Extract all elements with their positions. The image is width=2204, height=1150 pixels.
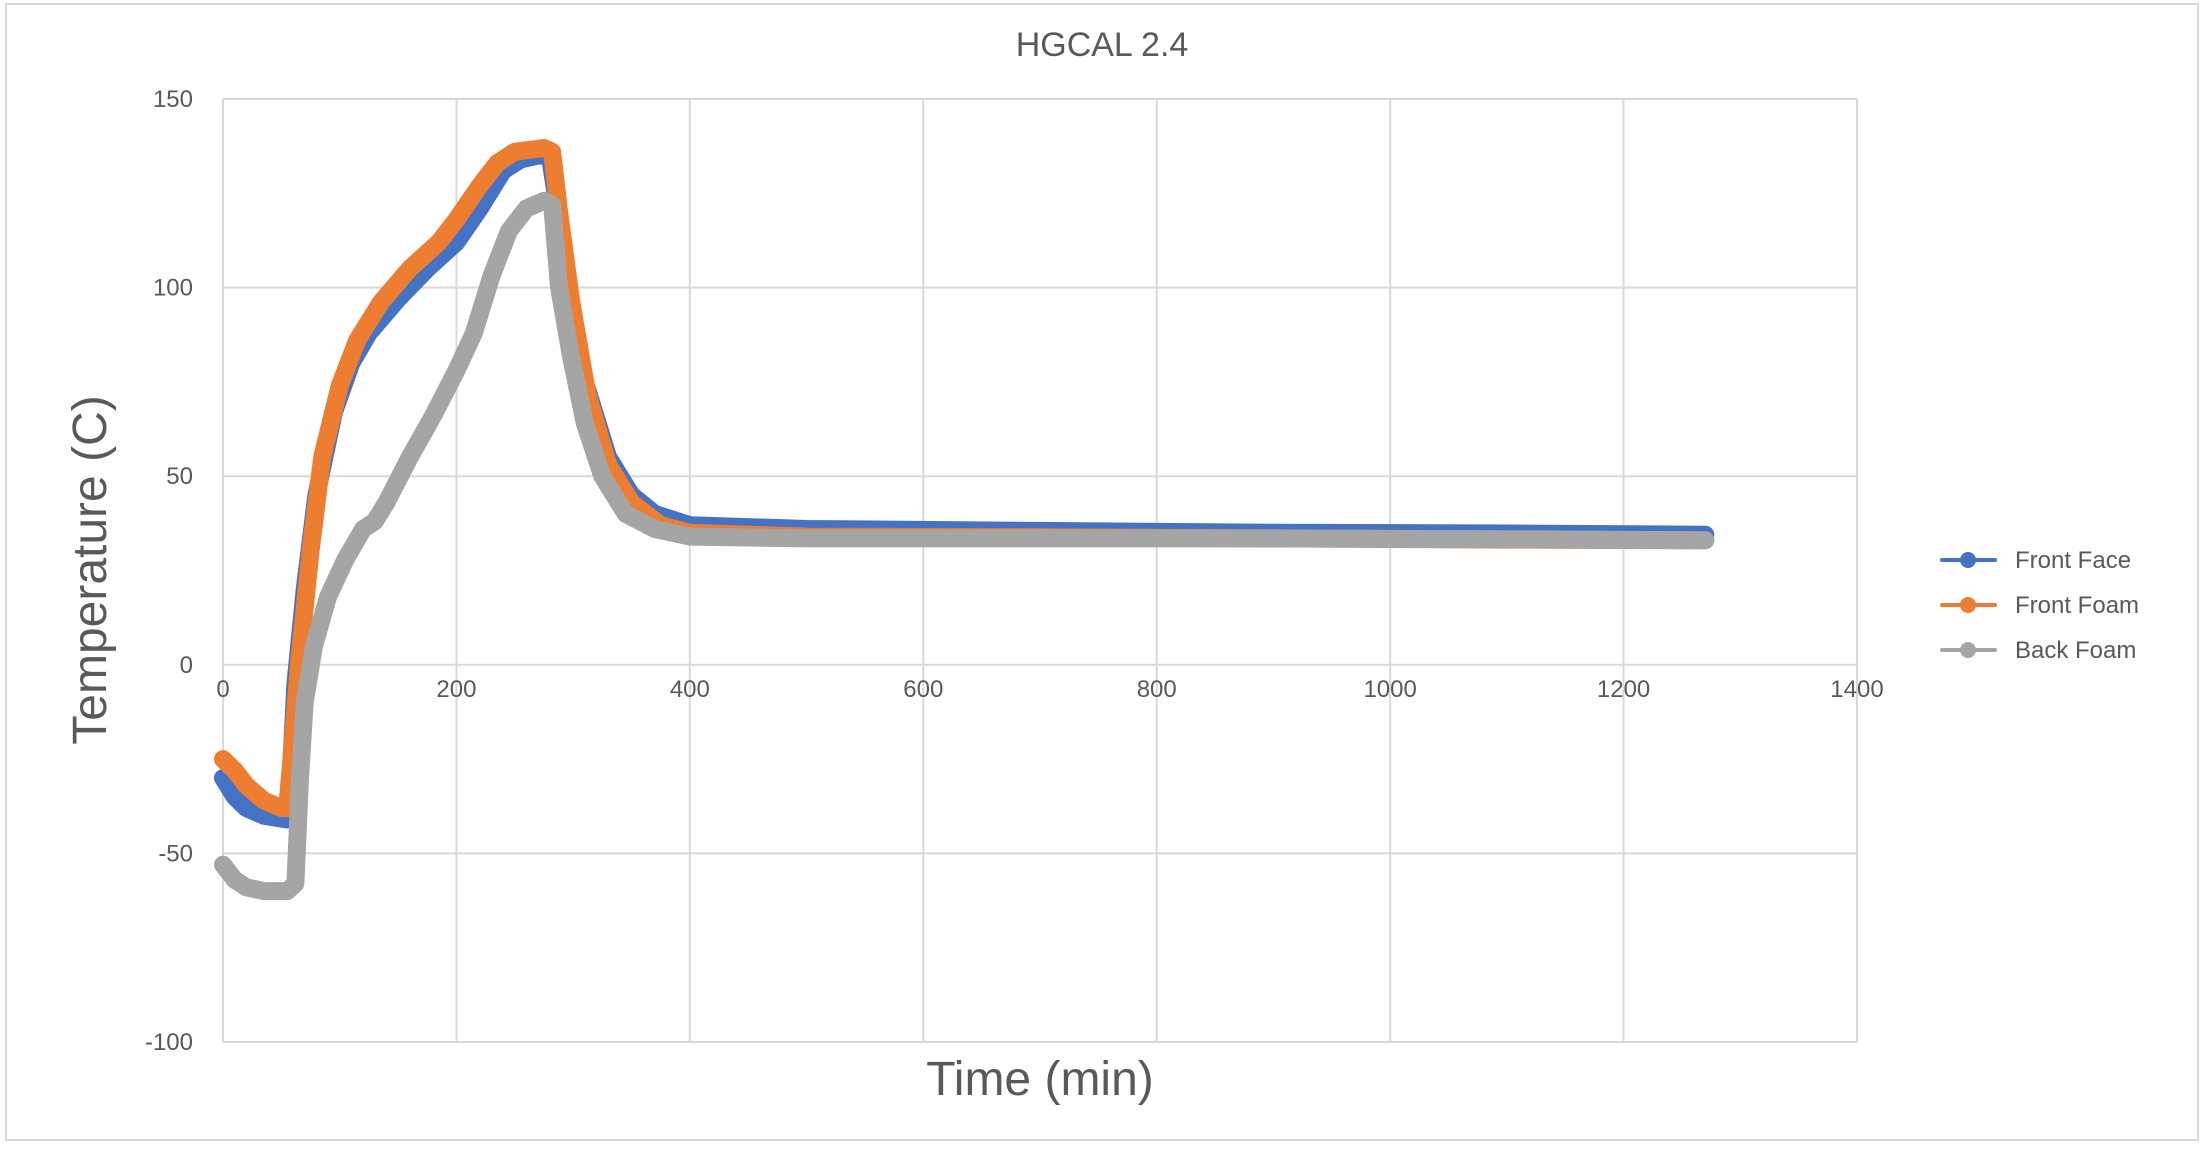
x-tick-label: 1200 xyxy=(1597,676,1650,703)
legend: Front Face Front Foam Back Foam xyxy=(1940,547,2139,664)
series-line-back-foam xyxy=(214,191,1715,901)
x-tick-label: 400 xyxy=(670,676,710,703)
series-layer xyxy=(214,139,1715,901)
legend-item-back-foam: Back Foam xyxy=(1940,637,2136,664)
y-tick-label: 100 xyxy=(153,275,193,302)
y-tick-label: 50 xyxy=(166,463,193,490)
chart-area-border xyxy=(5,3,2199,1141)
gridlines xyxy=(222,98,1858,1043)
y-tick-label: 0 xyxy=(180,652,193,679)
legend-label-back-foam: Back Foam xyxy=(2015,637,2136,664)
legend-marker-front-face xyxy=(1960,552,1976,568)
y-axis-title: Temperature (C) xyxy=(64,395,117,744)
y-tick-label: -50 xyxy=(158,840,193,867)
legend-item-front-face: Front Face xyxy=(1940,547,2131,574)
legend-marker-front-foam xyxy=(1960,597,1976,613)
y-tick-label: -100 xyxy=(145,1029,193,1056)
legend-label-front-face: Front Face xyxy=(2015,547,2131,574)
legend-item-front-foam: Front Foam xyxy=(1940,592,2139,619)
legend-marker-back-foam xyxy=(1960,642,1976,658)
x-tick-label: 1400 xyxy=(1830,676,1883,703)
chart-title: HGCAL 2.4 xyxy=(1016,26,1189,64)
y-tick-label: 150 xyxy=(153,86,193,113)
x-axis-title: Time (min) xyxy=(926,1053,1154,1106)
x-tick-label: 600 xyxy=(903,676,943,703)
x-tick-labels: 0 200 400 600 800 1000 1200 1400 xyxy=(216,676,1883,703)
x-tick-label: 0 xyxy=(216,676,229,703)
x-tick-label: 800 xyxy=(1137,676,1177,703)
x-tick-label: 200 xyxy=(436,676,476,703)
x-tick-label: 1000 xyxy=(1363,676,1416,703)
y-tick-labels: -100 -50 0 50 100 150 xyxy=(145,86,193,1056)
legend-label-front-foam: Front Foam xyxy=(2015,592,2139,619)
